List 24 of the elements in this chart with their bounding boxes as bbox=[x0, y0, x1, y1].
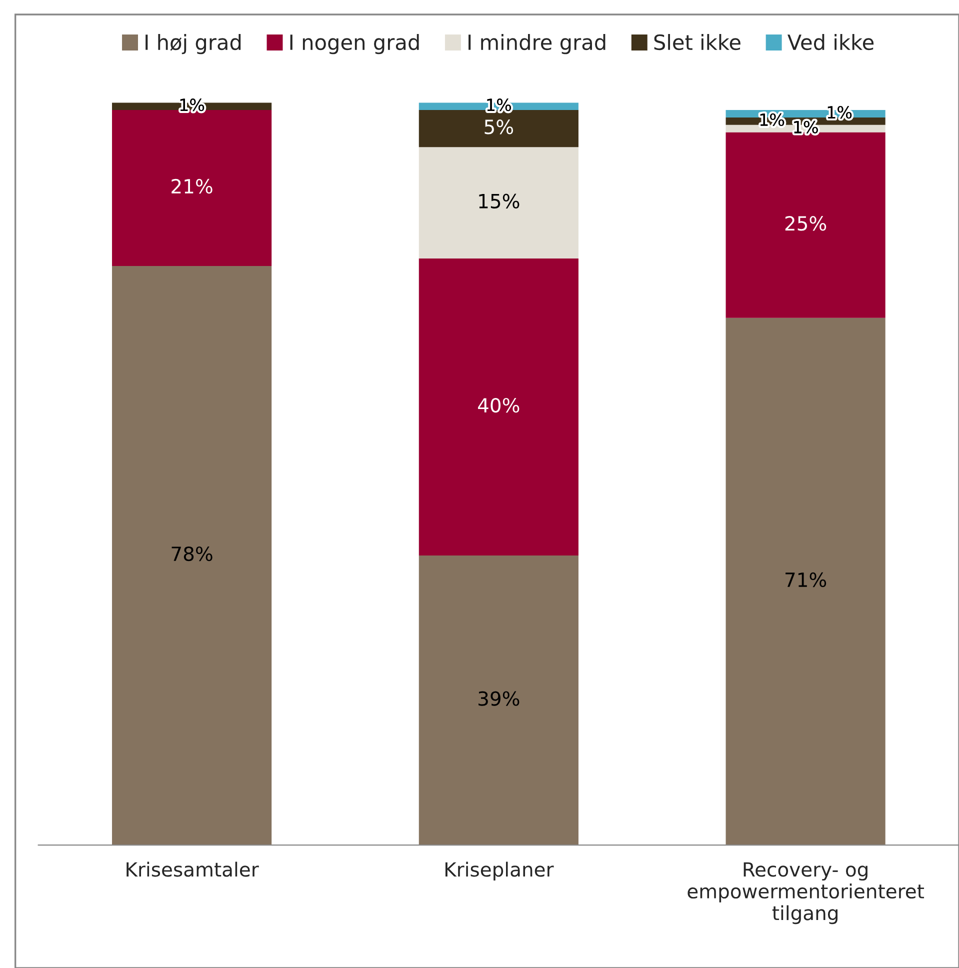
data-label: 25% bbox=[785, 216, 826, 231]
bar bbox=[112, 110, 272, 266]
legend-label: Slet ikke bbox=[654, 34, 740, 50]
data-label: 5% bbox=[484, 120, 514, 134]
bar bbox=[418, 147, 578, 259]
bar bbox=[726, 318, 886, 846]
data-label: 71% bbox=[786, 572, 826, 588]
legend-label: Ved ikke bbox=[788, 34, 874, 50]
data-label: 40% bbox=[478, 398, 520, 413]
legend-label: I mindre grad bbox=[468, 34, 606, 54]
x-tick-label: Krisesamtaler bbox=[126, 862, 259, 877]
bar bbox=[112, 266, 272, 846]
x-tick-label: Recovery- og empowermentorienteret tilgang bbox=[688, 862, 924, 924]
x-tick-label: Kriseplaner bbox=[445, 862, 554, 881]
legend-label: I høj grad bbox=[146, 34, 241, 54]
bar bbox=[418, 110, 578, 148]
data-label: 78% bbox=[172, 546, 212, 562]
bar bbox=[418, 556, 578, 846]
legend-label: I nogen grad bbox=[290, 34, 419, 54]
data-label: 15% bbox=[479, 194, 520, 208]
data-label: 21% bbox=[172, 178, 212, 194]
data-label: 39% bbox=[478, 691, 520, 706]
bar bbox=[726, 132, 886, 318]
bar bbox=[418, 258, 578, 556]
